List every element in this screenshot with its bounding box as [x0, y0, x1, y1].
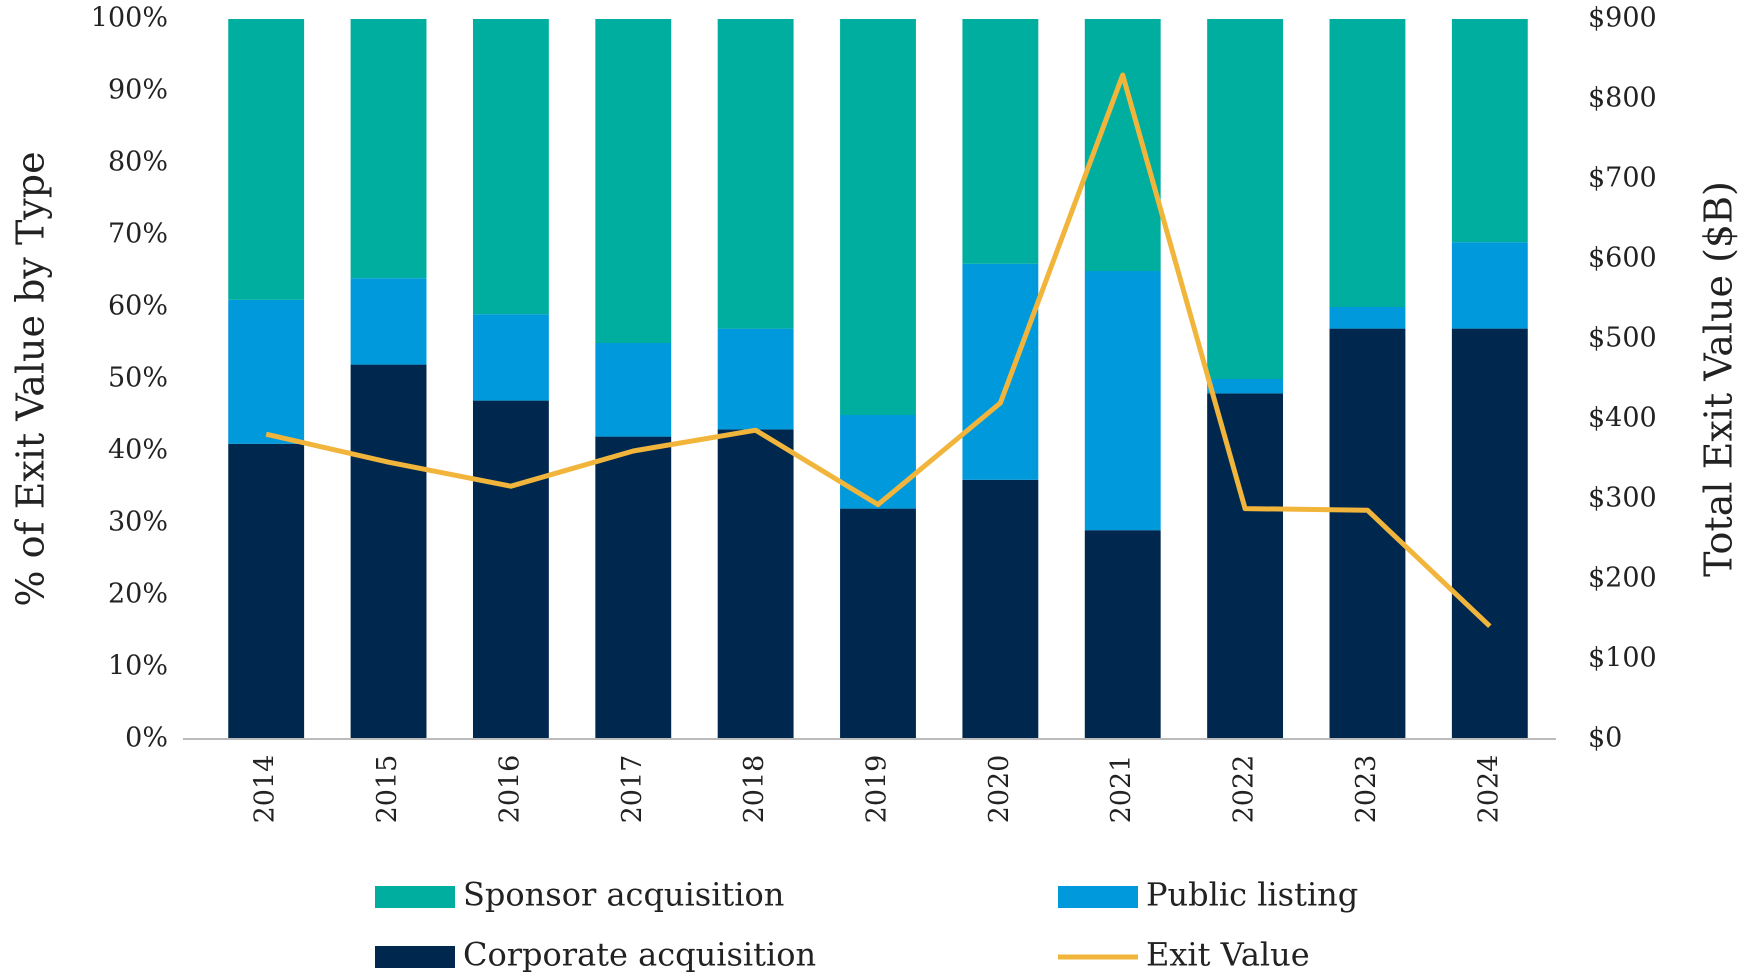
bar-segment — [350, 19, 427, 279]
bar-segment — [717, 19, 794, 329]
bar-segment — [1084, 271, 1161, 531]
x-tick-label: 2021 — [1106, 755, 1137, 824]
y2-tick-label: $0 — [1588, 723, 1622, 754]
bar-segment — [1207, 19, 1284, 379]
bar-segment — [472, 314, 549, 401]
legend-label: Corporate acquisition — [463, 936, 816, 974]
y-tick-label: 100% — [91, 3, 168, 34]
bar-segment — [595, 19, 672, 343]
y-tick-label: 10% — [108, 651, 168, 682]
bar-segment — [717, 328, 794, 430]
bar-segment — [962, 263, 1039, 480]
bar-segment — [1207, 379, 1284, 394]
bar-segment — [472, 19, 549, 315]
bar-segment — [1451, 19, 1528, 243]
x-tick-label: 2019 — [862, 755, 893, 824]
y-tick-label: 90% — [108, 75, 168, 106]
bar-segment — [228, 299, 305, 444]
bar-segment — [350, 364, 427, 739]
bar-segment — [228, 19, 305, 300]
legend-label: Exit Value — [1146, 936, 1310, 974]
bar-segment — [1329, 307, 1406, 329]
y2-tick-label: $400 — [1588, 403, 1657, 434]
y-tick-label: 30% — [108, 507, 168, 538]
y-tick-label: 50% — [108, 363, 168, 394]
bar-segment — [962, 479, 1039, 739]
bar-segment — [717, 429, 794, 739]
y2-tick-label: $200 — [1588, 563, 1657, 594]
bar-segment — [840, 415, 916, 509]
legend-swatch — [375, 946, 455, 968]
bar-segment — [840, 508, 916, 739]
x-tick-label: 2022 — [1229, 755, 1260, 824]
x-tick-label: 2016 — [494, 755, 525, 824]
y2-tick-label: $900 — [1588, 3, 1657, 34]
x-tick-label: 2024 — [1473, 755, 1504, 824]
y-tick-label: 0% — [125, 723, 168, 754]
bar-segment — [1451, 242, 1528, 329]
bar-segment — [595, 436, 672, 739]
bar-segment — [228, 443, 305, 739]
y2-tick-label: $800 — [1588, 83, 1657, 114]
legend-swatch — [375, 886, 455, 908]
x-tick-label: 2014 — [250, 755, 281, 824]
y2-tick-label: $700 — [1588, 163, 1657, 194]
x-tick-label: 2020 — [984, 755, 1015, 824]
x-tick-label: 2023 — [1351, 755, 1382, 824]
bar-segment — [1329, 19, 1406, 307]
y-tick-label: 70% — [108, 219, 168, 250]
y2-axis-title: Total Exit Value ($B) — [1697, 181, 1741, 577]
x-tick-label: 2017 — [617, 755, 648, 824]
bar-segment — [1084, 530, 1161, 739]
legend-swatch — [1058, 886, 1138, 908]
y2-tick-label: $100 — [1588, 643, 1657, 674]
y2-tick-label: $600 — [1588, 243, 1657, 274]
bar-segment — [595, 343, 672, 437]
bar-segment — [1207, 393, 1284, 739]
bar-segment — [472, 400, 549, 739]
bar-segment — [840, 19, 916, 415]
y-axis-title: % of Exit Value by Type — [9, 151, 53, 606]
bar-segment — [1451, 328, 1528, 739]
y-tick-label: 60% — [108, 291, 168, 322]
legend-label: Sponsor acquisition — [463, 876, 784, 914]
line — [265, 72, 1492, 629]
x-tick-label: 2018 — [739, 755, 770, 824]
y-tick-label: 20% — [108, 579, 168, 610]
bar-segment — [350, 278, 427, 365]
bar-segment — [962, 19, 1039, 264]
y2-tick-label: $500 — [1588, 323, 1657, 354]
y-tick-label: 40% — [108, 435, 168, 466]
y2-tick-label: $300 — [1588, 483, 1657, 514]
y-tick-label: 80% — [108, 147, 168, 178]
x-tick-label: 2015 — [372, 755, 403, 824]
legend-label: Public listing — [1146, 876, 1358, 914]
